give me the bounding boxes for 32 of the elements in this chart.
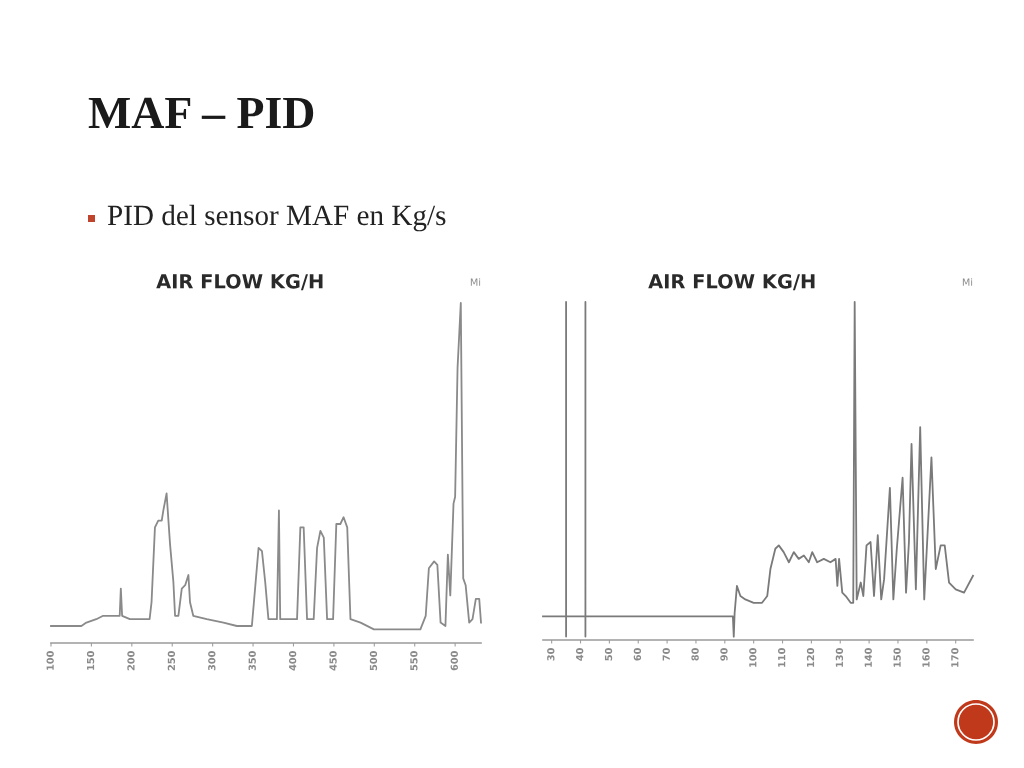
x-tick-label: 500 [369,651,378,671]
x-tick-label: 160 [922,648,930,667]
x-tick-label: 300 [208,651,216,671]
x-tick-label: 30 [547,648,555,661]
x-tick-label: 450 [329,651,337,671]
text: MAF – PID [88,97,314,129]
text: PID del sensor MAF en Kg/s [107,204,446,232]
x-tick-label: 40 [575,648,584,661]
x-tick-label: 80 [691,648,699,661]
x-tick-label: 120 [806,648,815,667]
text: Mi [470,278,481,286]
x-tick-label: 170 [951,648,959,667]
x-tick-label: 200 [127,651,135,671]
x-tick-label: 150 [893,648,901,667]
x-tick-label: 50 [604,648,613,661]
x-tick-label: 70 [662,648,670,661]
x-tick-label: 350 [248,651,256,671]
x-tick-label: 400 [288,651,297,671]
x-tick-label: 250 [167,651,176,671]
text: Mi [962,278,973,286]
x-tick-label: 150 [86,651,95,670]
x-tick-label: 130 [835,648,844,667]
x-tick-label: 600 [450,651,458,671]
x-tick-label: 140 [864,648,872,667]
x-tick-label: 550 [410,651,418,671]
x-tick-label: 90 [720,648,728,661]
x-tick-label: 110 [778,648,786,667]
x-tick-label: 100 [749,648,757,667]
chart-title: AIR FLOW KG/H [156,273,323,291]
x-tick-label: 100 [46,651,54,670]
chart-title: AIR FLOW KG/H [648,273,815,291]
x-tick-label: 60 [633,648,642,661]
